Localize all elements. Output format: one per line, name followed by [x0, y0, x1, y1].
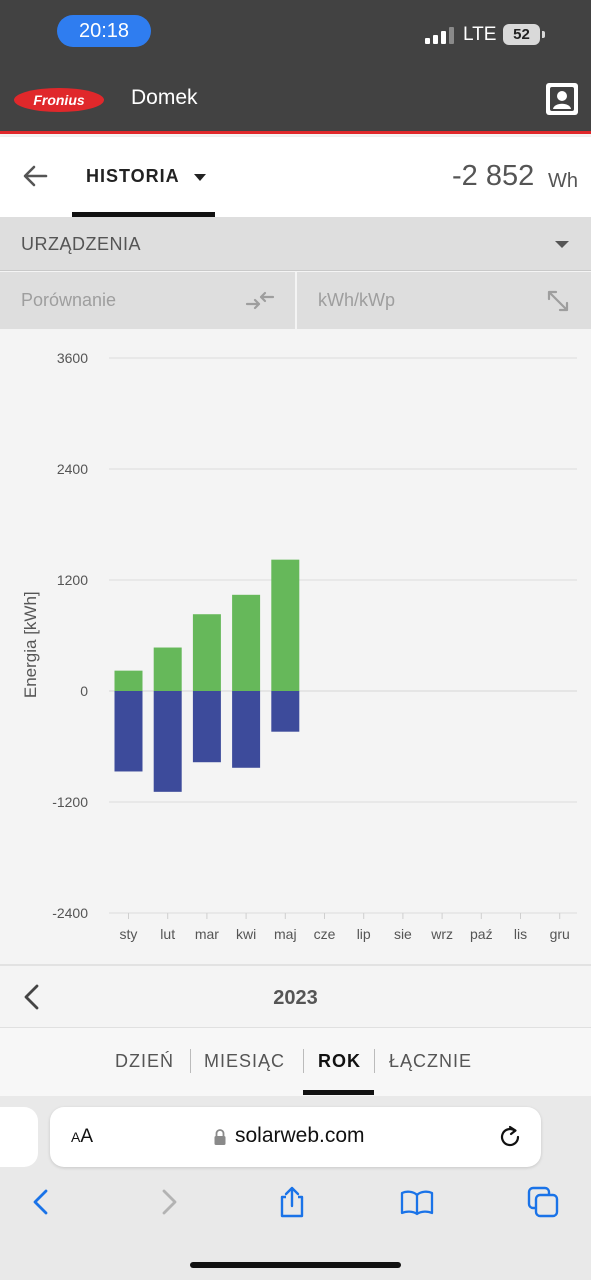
energy-chart-svg: 3600 2400 1200 0 -1200 -2400 Energia [kWh] sty l… [21, 350, 577, 942]
tab-year[interactable]: ROK [318, 1051, 361, 1071]
browser-chrome: AA solarweb.com [0, 1096, 591, 1280]
browser-forward-icon[interactable] [152, 1185, 186, 1219]
normalize-label: kWh/kWp [318, 290, 396, 310]
lock-icon [214, 1129, 226, 1145]
compare-label: Porównanie [21, 290, 117, 310]
tab-separator [303, 1049, 304, 1073]
compare-toggle[interactable]: Porównanie [0, 272, 295, 329]
x-tick-label: maj [274, 926, 297, 942]
bar-positive [153, 647, 182, 691]
site-name: Domek [131, 86, 198, 109]
app-header: Fronius Domek [0, 64, 591, 134]
x-tick-label: lip [357, 926, 371, 942]
normalize-toggle[interactable]: kWh/kWp [297, 272, 591, 329]
x-tick-label: lut [160, 926, 175, 942]
tab-separator [190, 1049, 191, 1073]
history-bar: HISTORIA -2 852 Wh [0, 137, 591, 217]
x-tick-label: paź [470, 926, 493, 942]
total-energy-value: -2 852 [452, 160, 535, 192]
x-tick-label: gru [550, 926, 570, 942]
x-tick-label: cze [314, 926, 336, 942]
period-tabs: DZIEŃ MIESIĄC ROK ŁĄCZNIE [0, 1028, 591, 1096]
status-bar: 20:18 LTE 52 [0, 0, 591, 64]
bar-positive [232, 594, 261, 691]
y-tick-label: 0 [80, 683, 88, 699]
compare-divider [295, 272, 297, 329]
share-icon[interactable] [275, 1185, 309, 1219]
bar-negative [271, 691, 300, 732]
year-label: 2023 [273, 987, 318, 1009]
x-tick-label: wrz [430, 926, 453, 942]
y-tick-label: 3600 [57, 350, 88, 366]
energy-chart: 3600 2400 1200 0 -1200 -2400 Energia [kWh] sty l… [0, 329, 591, 965]
x-tick-label: mar [195, 926, 219, 942]
x-tick-label: kwi [236, 926, 256, 942]
y-tick-label: -2400 [52, 905, 88, 921]
previous-tab-card[interactable] [0, 1107, 38, 1167]
y-tick-label: -1200 [52, 794, 88, 810]
tab-day[interactable]: DZIEŃ [115, 1051, 174, 1071]
chevron-down-icon [194, 174, 206, 181]
history-label: HISTORIA [86, 166, 180, 186]
home-indicator [190, 1262, 401, 1268]
tab-month[interactable]: MIESIĄC [204, 1051, 286, 1071]
total-energy-unit: Wh [548, 170, 578, 192]
battery-tip [542, 31, 545, 38]
reload-icon[interactable] [497, 1124, 523, 1150]
tabs-icon[interactable] [526, 1185, 560, 1219]
tab-total[interactable]: ŁĄCZNIE [389, 1051, 473, 1071]
fronius-logo[interactable]: Fronius [14, 88, 104, 112]
bar-negative [114, 691, 143, 772]
chevron-left-icon[interactable] [18, 982, 48, 1012]
bookmarks-icon[interactable] [400, 1185, 434, 1219]
bar-negative [192, 691, 221, 763]
x-tick-label: lis [514, 926, 527, 942]
browser-back-icon[interactable] [24, 1185, 58, 1219]
network-type: LTE [463, 24, 497, 45]
profile-button[interactable] [546, 83, 578, 115]
back-arrow-icon[interactable] [18, 159, 52, 193]
signal-icon [425, 27, 455, 44]
url-text: solarweb.com [235, 1124, 365, 1147]
active-tab-indicator [303, 1090, 374, 1095]
y-axis-label: Energia [kWh] [21, 591, 40, 698]
devices-dropdown[interactable]: URZĄDZENIA [0, 217, 591, 271]
bar-positive [271, 559, 300, 691]
clock: 20:18 [57, 15, 151, 47]
active-tab-indicator [72, 212, 215, 217]
x-tick-label: sty [120, 926, 138, 942]
compare-row: Porównanie kWh/kWp [0, 272, 591, 329]
tab-separator [374, 1049, 375, 1073]
url-bar[interactable]: AA solarweb.com [50, 1107, 541, 1167]
battery-icon: 52 [503, 24, 540, 45]
compare-arrows-icon [245, 291, 275, 310]
history-dropdown[interactable]: HISTORIA [72, 137, 215, 217]
bar-positive [192, 614, 221, 691]
person-icon [550, 87, 574, 111]
reader-settings-button[interactable]: AA [71, 1126, 94, 1147]
divider [0, 964, 591, 966]
x-tick-label: sie [394, 926, 412, 942]
devices-label: URZĄDZENIA [21, 234, 142, 254]
bar-negative [153, 691, 182, 792]
bar-positive [114, 670, 143, 691]
chevron-down-icon [555, 241, 569, 248]
expand-diagonal-icon [547, 290, 569, 312]
bar-negative [232, 691, 261, 768]
y-tick-label: 2400 [57, 461, 88, 477]
year-navigation: 2023 [0, 966, 591, 1028]
y-tick-label: 1200 [57, 572, 88, 588]
